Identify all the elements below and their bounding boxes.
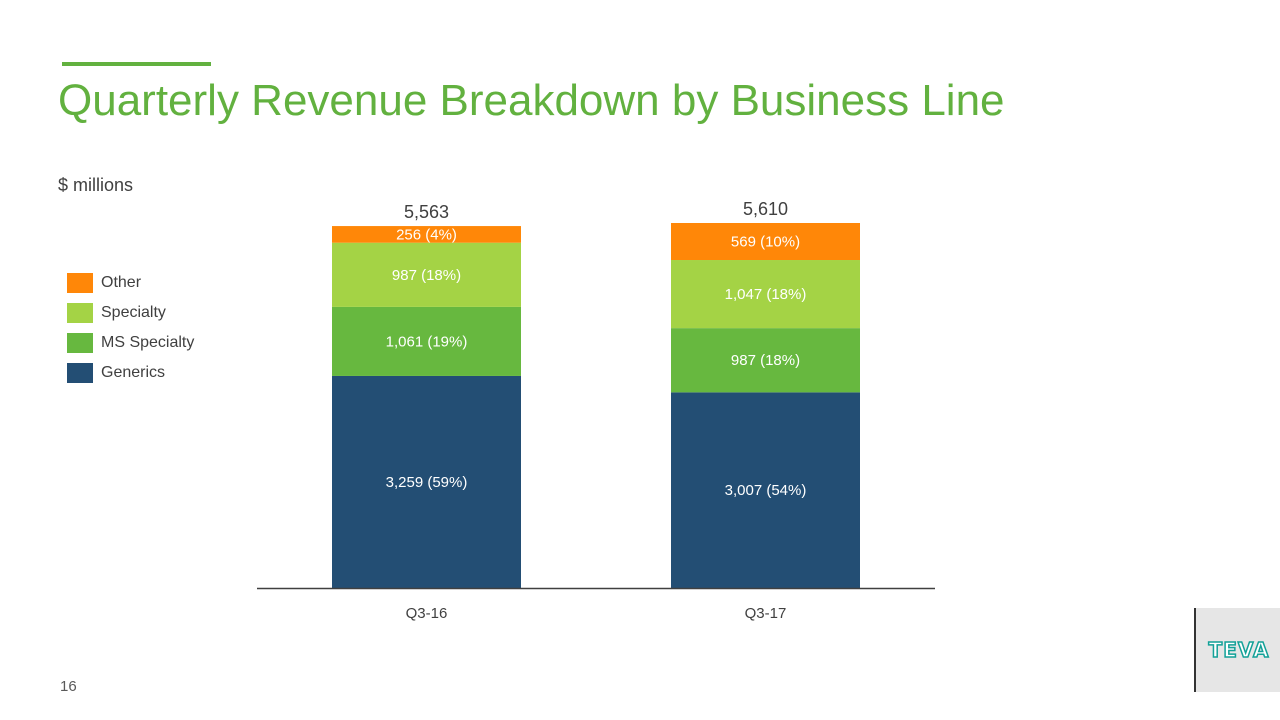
bar-segment-ms-specialty-q3-16 xyxy=(332,306,521,376)
page-number: 16 xyxy=(60,678,77,695)
legend-label-ms-specialty: MS Specialty xyxy=(101,334,195,351)
company-logo: TEVA xyxy=(1194,608,1280,692)
legend-item-generics: Generics xyxy=(67,358,194,388)
data-label-other-q3-17: 569 (10%) xyxy=(731,234,800,251)
total-label-q3-16: 5,563 xyxy=(404,202,449,222)
data-label-generics-q3-17: 3,007 (54%) xyxy=(725,482,807,499)
total-label-q3-17: 5,610 xyxy=(743,199,788,219)
legend-label-other: Other xyxy=(101,274,142,291)
legend-swatch-specialty xyxy=(67,303,93,323)
legend-swatch-other xyxy=(67,273,93,293)
bar-segment-ms-specialty-q3-17 xyxy=(671,328,860,393)
units-label: $ millions xyxy=(58,175,134,195)
bar-segment-specialty-q3-17 xyxy=(671,260,860,329)
bar-segment-other-q3-16 xyxy=(332,226,521,243)
legend-item-other: Other xyxy=(67,268,194,298)
x-tick-label-q3-16: Q3-16 xyxy=(406,605,448,622)
bar-segment-other-q3-17 xyxy=(671,223,860,261)
data-label-generics-q3-16: 3,259 (59%) xyxy=(386,474,468,491)
data-label-specialty-q3-16: 987 (18%) xyxy=(392,267,461,284)
title-accent-line xyxy=(62,62,211,66)
bar-segment-specialty-q3-16 xyxy=(332,242,521,307)
logo-wordmark: TEVA xyxy=(1208,637,1270,663)
legend-item-ms-specialty: MS Specialty xyxy=(67,328,194,358)
data-label-other-q3-16: 256 (4%) xyxy=(396,226,457,243)
data-label-ms-specialty-q3-17: 987 (18%) xyxy=(731,352,800,369)
legend-swatch-ms-specialty xyxy=(67,333,93,353)
data-label-specialty-q3-17: 1,047 (18%) xyxy=(725,286,807,303)
bar-segment-generics-q3-16 xyxy=(332,375,521,588)
legend-label-generics: Generics xyxy=(101,364,166,381)
legend-label-specialty: Specialty xyxy=(101,304,166,321)
x-tick-label-q3-17: Q3-17 xyxy=(745,605,787,622)
bar-segment-generics-q3-17 xyxy=(671,392,860,588)
slide-title: Quarterly Revenue Breakdown by Business … xyxy=(58,76,1005,125)
chart-legend: Other Specialty MS Specialty Generics xyxy=(67,268,194,388)
data-label-ms-specialty-q3-16: 1,061 (19%) xyxy=(386,333,468,350)
legend-swatch-generics xyxy=(67,363,93,383)
legend-item-specialty: Specialty xyxy=(67,298,194,328)
